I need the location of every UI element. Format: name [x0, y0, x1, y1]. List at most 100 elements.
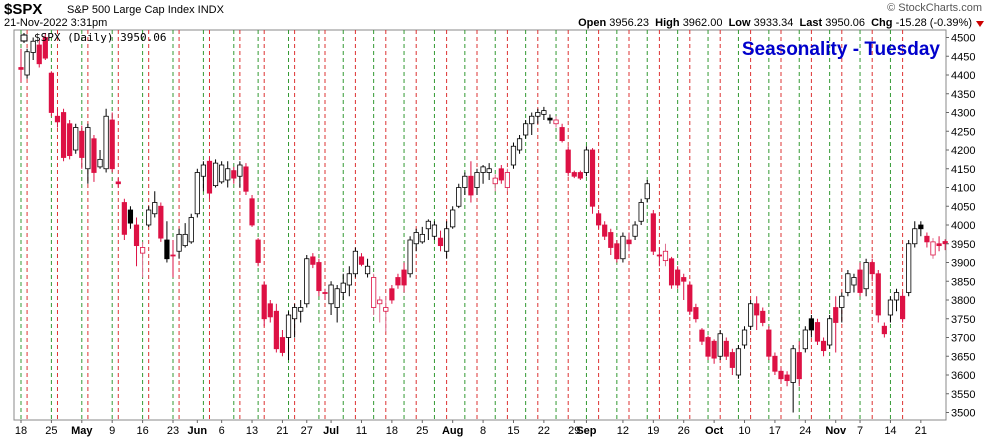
- candle-body: [231, 170, 237, 179]
- candle: [498, 165, 504, 184]
- candle-body: [820, 340, 827, 352]
- candle-body: [638, 202, 644, 222]
- candle-body: [687, 284, 693, 312]
- candle: [529, 112, 535, 135]
- candle: [699, 328, 705, 345]
- candle-body: [212, 162, 219, 187]
- candle: [924, 232, 930, 248]
- candle: [693, 303, 699, 323]
- candle-body: [48, 72, 55, 113]
- candle-body: [206, 160, 213, 194]
- y-tick-label: 4450: [951, 51, 975, 63]
- candle: [103, 108, 109, 173]
- candle: [18, 48, 24, 83]
- plot-area: [13, 29, 947, 421]
- candle-body: [547, 117, 553, 121]
- candle-body: [614, 243, 620, 260]
- candle: [194, 168, 200, 218]
- candle-body: [480, 166, 486, 173]
- candle: [741, 326, 748, 349]
- candle-body: [875, 273, 881, 316]
- candle: [231, 166, 237, 184]
- x-tick-label: 26: [678, 425, 690, 437]
- candle-body: [261, 284, 267, 320]
- candle-body: [79, 130, 85, 158]
- candle-body: [784, 374, 790, 382]
- candle-body: [596, 213, 602, 226]
- candle-body: [249, 198, 255, 226]
- candle-icon: [20, 33, 28, 43]
- candle-body: [553, 119, 559, 125]
- candle-body: [346, 273, 352, 286]
- candle: [267, 300, 273, 323]
- candle-body: [906, 243, 912, 293]
- chart-header: $SPX S&P 500 Large Cap Index INDX 21-Nov…: [0, 0, 990, 30]
- candle: [784, 371, 790, 387]
- candle: [900, 292, 906, 323]
- candle-body: [936, 243, 942, 247]
- candle-body: [535, 112, 541, 117]
- candle: [334, 285, 340, 323]
- x-tick-label: Nov: [825, 425, 847, 437]
- candle-body: [73, 127, 79, 151]
- candle-body: [632, 224, 638, 237]
- candle-body: [711, 340, 717, 359]
- candle-body: [139, 247, 146, 254]
- candle-body: [827, 318, 833, 346]
- y-tick-label: 4050: [951, 201, 975, 213]
- candle: [492, 174, 498, 192]
- candle-body: [699, 329, 705, 342]
- y-tick-label: 3600: [951, 370, 975, 382]
- candle-body: [851, 277, 857, 286]
- x-tick-label: Oct: [705, 425, 724, 437]
- candle: [340, 273, 346, 300]
- candle-body: [152, 202, 158, 215]
- candle: [833, 296, 839, 353]
- candle-body: [364, 265, 371, 275]
- x-tick-label: 6: [219, 425, 225, 437]
- candle-body: [492, 177, 498, 185]
- candle-body: [760, 310, 766, 323]
- candle: [577, 170, 583, 180]
- candle-body: [833, 307, 839, 323]
- candle-body: [431, 224, 438, 237]
- candle: [754, 296, 760, 330]
- watermark: © StockCharts.com: [887, 2, 982, 14]
- candle: [814, 318, 821, 345]
- candle-body: [85, 127, 91, 170]
- x-tick-label: 8: [480, 425, 486, 437]
- candle: [827, 315, 833, 349]
- candle-body: [802, 329, 808, 350]
- candle-body: [279, 337, 286, 353]
- candle-body: [705, 337, 711, 357]
- candle: [887, 296, 894, 323]
- candle: [638, 198, 644, 225]
- x-tick-label: 19: [647, 425, 659, 437]
- candle-body: [675, 269, 681, 286]
- candle: [413, 228, 419, 252]
- change-label: Chg: [871, 17, 893, 29]
- candle: [668, 256, 675, 289]
- x-tick-label: 15: [507, 425, 519, 437]
- candle: [705, 335, 711, 360]
- candle: [906, 240, 912, 297]
- candle-body: [243, 166, 249, 192]
- candle: [930, 238, 936, 259]
- y-tick-label: 3900: [951, 258, 975, 270]
- candle-body: [668, 258, 675, 286]
- y-tick-label: 3650: [951, 351, 975, 363]
- candle-body: [845, 273, 851, 293]
- candle: [67, 120, 73, 160]
- candle-body: [462, 175, 468, 188]
- candle: [298, 300, 304, 323]
- candle-body: [486, 168, 492, 173]
- candle-body: [176, 233, 182, 252]
- candle-body: [498, 168, 504, 181]
- candle-body: [322, 292, 328, 294]
- x-tick-label: 18: [386, 425, 398, 437]
- x-tick-label: 13: [246, 425, 258, 437]
- low-label: Low: [728, 17, 751, 29]
- candle-body: [36, 44, 42, 65]
- candle-body: [60, 112, 67, 158]
